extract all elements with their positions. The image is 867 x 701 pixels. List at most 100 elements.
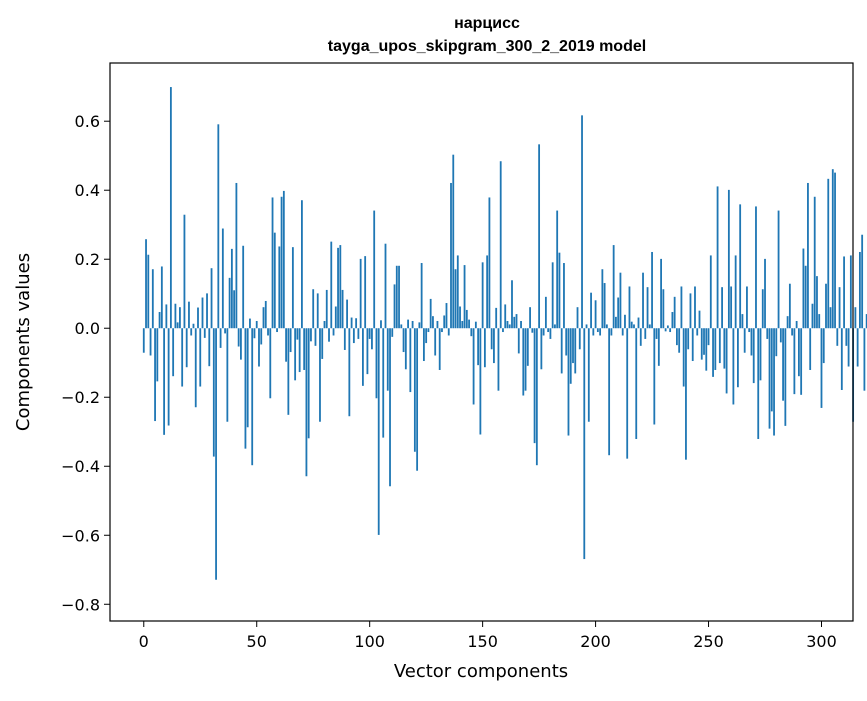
bar-component-235 (673, 296, 676, 329)
chart-title: нарцисс (454, 15, 520, 32)
bar-component-72 (305, 328, 308, 477)
bar-component-139 (456, 255, 459, 329)
bar-component-228 (657, 328, 660, 366)
bar-component-143 (465, 309, 468, 329)
bar-component-103 (375, 328, 378, 399)
bar-component-262 (734, 255, 737, 329)
bar-component-191 (574, 328, 577, 374)
bar-component-232 (666, 325, 669, 329)
bar-component-229 (660, 258, 662, 329)
bar-component-109 (389, 328, 391, 487)
bar-component-307 (836, 328, 839, 346)
bar-component-12 (169, 87, 172, 329)
bar-component-310 (843, 256, 845, 329)
bar-component-96 (359, 258, 362, 329)
bar-component-106 (382, 328, 385, 438)
bar-component-90 (346, 299, 348, 329)
y-axis-ticks: −0.8 −0.6 −0.4 −0.2 0.0 0.2 0.4 0.6 (61, 112, 110, 614)
bar-component-26 (201, 297, 204, 329)
bar-component-74 (310, 328, 312, 342)
bar-component-210 (617, 297, 620, 329)
bar-component-93 (352, 328, 355, 344)
bar-component-320 (865, 314, 867, 329)
bar-component-117 (407, 319, 409, 329)
bar-component-174 (535, 328, 538, 466)
bar-component-124 (422, 328, 425, 362)
bar-component-239 (682, 328, 685, 387)
bar-component-216 (630, 321, 633, 329)
bar-component-129 (434, 328, 437, 356)
bar-component-99 (366, 328, 369, 375)
bar-component-159 (502, 328, 504, 333)
bar-component-94 (355, 318, 358, 329)
bar-component-187 (565, 328, 568, 356)
bar-component-195 (583, 328, 586, 560)
bar-component-198 (590, 292, 592, 329)
y-tick-label: −0.6 (61, 526, 100, 545)
bar-component-11 (167, 328, 170, 426)
y-tick-label: 0.4 (75, 181, 100, 200)
bar-component-125 (425, 328, 428, 344)
bar-component-244 (694, 286, 696, 329)
bar-component-279 (773, 328, 775, 436)
y-tick-label: −0.8 (61, 595, 100, 614)
bar-component-78 (319, 328, 321, 422)
bar-component-295 (809, 328, 812, 370)
bar-component-304 (829, 307, 832, 329)
bar-component-273 (759, 328, 762, 381)
bar-component-39 (230, 248, 233, 329)
bar-component-105 (380, 320, 382, 329)
bar-component-134 (445, 303, 448, 329)
bar-component-220 (639, 328, 642, 346)
bar-component-230 (662, 289, 665, 329)
y-tick-label: −0.4 (61, 457, 100, 476)
bar-component-29 (208, 328, 211, 367)
bar-component-46 (246, 328, 249, 428)
bar-component-183 (556, 210, 559, 329)
bar-component-184 (558, 252, 561, 329)
bar-component-131 (438, 328, 441, 370)
bar-component-291 (800, 328, 803, 395)
bar-component-112 (395, 265, 398, 329)
bar-component-305 (831, 169, 834, 329)
bar-component-170 (526, 328, 529, 366)
bar-component-120 (413, 328, 416, 452)
bar-component-265 (741, 314, 744, 329)
bar-component-30 (210, 268, 213, 329)
bar-component-57 (271, 197, 274, 329)
bar-component-35 (221, 228, 224, 329)
bar-component-9 (163, 328, 166, 435)
bar-component-302 (825, 283, 827, 329)
bar-component-309 (840, 328, 843, 390)
bar-component-271 (755, 206, 757, 329)
bar-component-13 (172, 328, 175, 377)
bar-component-177 (542, 328, 545, 336)
x-tick-label: 0 (139, 632, 149, 651)
bar-component-275 (764, 258, 766, 329)
bar-component-76 (314, 328, 317, 346)
bar-component-268 (748, 328, 751, 333)
bar-component-150 (481, 262, 484, 329)
bar-component-237 (678, 328, 681, 353)
bar-component-114 (400, 324, 403, 329)
bar-component-278 (770, 328, 773, 412)
bar-component-280 (775, 328, 778, 357)
bar-component-146 (472, 328, 475, 405)
bar-component-15 (176, 322, 179, 329)
bar-series (142, 87, 867, 580)
bar-component-234 (671, 312, 674, 329)
bar-component-126 (427, 328, 430, 333)
bar-component-80 (323, 320, 326, 329)
chart-subtitle: tayga_upos_skipgram_300_2_2019 model (328, 38, 646, 55)
bar-component-197 (587, 328, 590, 422)
bar-component-21 (190, 328, 193, 336)
bar-component-130 (436, 320, 439, 329)
bar-component-22 (192, 323, 195, 329)
bar-component-253 (714, 328, 717, 370)
bar-component-132 (441, 328, 443, 333)
bar-component-293 (804, 265, 807, 329)
bar-component-281 (777, 210, 780, 329)
bar-component-49 (253, 328, 256, 339)
bar-component-161 (506, 320, 509, 329)
bar-component-283 (782, 328, 784, 401)
